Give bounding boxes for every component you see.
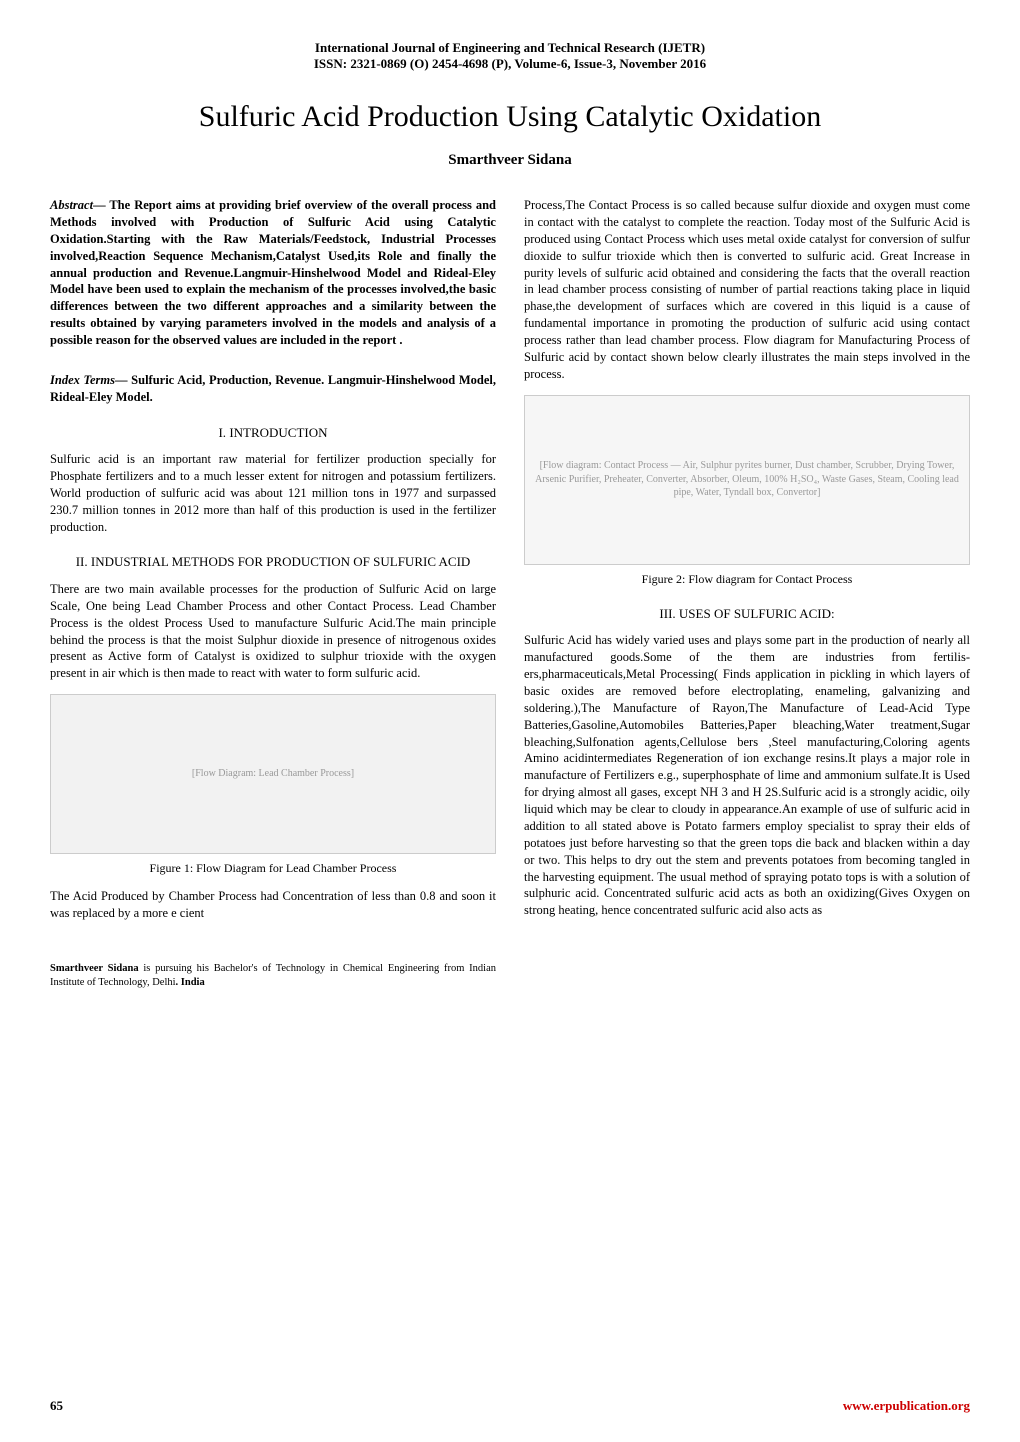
section-1-heading: I. INTRODUCTION: [50, 424, 496, 442]
right-column: Process,The Contact Process is so called…: [524, 197, 970, 991]
index-terms-text: — Sulfuric Acid, Production, Revenue. La…: [50, 373, 496, 404]
section-1-num: I.: [218, 425, 226, 440]
two-column-layout: Abstract— The Report aims at providing b…: [50, 197, 970, 991]
journal-issn: ISSN: 2321-0869 (O) 2454-4698 (P), Volum…: [50, 56, 970, 72]
process-text: Process,The Contact Process is so called…: [524, 197, 970, 383]
journal-name: International Journal of Engineering and…: [50, 40, 970, 56]
page-footer: 65 www.erpublication.org: [50, 1398, 970, 1414]
section-2-num: II.: [76, 554, 88, 569]
abstract-block: Abstract— The Report aims at providing b…: [50, 197, 496, 349]
page-number: 65: [50, 1398, 63, 1414]
after-figure-1-text: The Acid Produced by Chamber Process had…: [50, 888, 496, 922]
site-link[interactable]: www.erpublication.org: [843, 1398, 970, 1414]
section-3-num: III.: [659, 606, 675, 621]
figure-2-caption: Figure 2: Flow diagram for Contact Proce…: [524, 571, 970, 587]
introduction-text: Sulfuric acid is an important raw materi…: [50, 451, 496, 535]
figure-1-caption: Figure 1: Flow Diagram for Lead Chamber …: [50, 860, 496, 876]
left-column: Abstract— The Report aims at providing b…: [50, 197, 496, 991]
abstract-label: Abstract: [50, 198, 93, 212]
abstract-text: — The Report aims at providing brief ove…: [50, 198, 496, 347]
index-terms-label: Index Terms: [50, 373, 115, 387]
section-2-title: INDUSTRIAL METHODS FOR PRODUCTION OF SUL…: [91, 554, 470, 569]
figure-1-image: [Flow Diagram: Lead Chamber Process]: [50, 694, 496, 854]
author-bio-name: Smarthveer Sidana: [50, 963, 139, 974]
figure-2-image: [Flow diagram: Contact Process — Air, Su…: [524, 395, 970, 565]
figure-2-placeholder: [Flow diagram: Contact Process — Air, Su…: [525, 459, 969, 500]
index-terms-block: Index Terms— Sulfuric Acid, Production, …: [50, 372, 496, 406]
author-bio: Smarthveer Sidana is pursuing his Bachel…: [50, 962, 496, 990]
author-name: Smarthveer Sidana: [50, 152, 970, 169]
figure-2: [Flow diagram: Contact Process — Air, Su…: [524, 395, 970, 587]
uses-text: Sulfuric Acid has widely varied uses and…: [524, 632, 970, 919]
journal-header: International Journal of Engineering and…: [50, 40, 970, 72]
section-1-title: INTRODUCTION: [229, 425, 327, 440]
paper-title: Sulfuric Acid Production Using Catalytic…: [50, 100, 970, 134]
author-bio-country: . India: [176, 977, 205, 988]
figure-1-placeholder: [Flow Diagram: Lead Chamber Process]: [192, 767, 354, 781]
methods-text: There are two main available processes f…: [50, 581, 496, 682]
section-2-heading: II. INDUSTRIAL METHODS FOR PRODUCTION OF…: [50, 553, 496, 571]
section-3-title: USES OF SULFURIC ACID:: [679, 606, 835, 621]
section-3-heading: III. USES OF SULFURIC ACID:: [524, 605, 970, 623]
figure-1: [Flow Diagram: Lead Chamber Process] Fig…: [50, 694, 496, 876]
